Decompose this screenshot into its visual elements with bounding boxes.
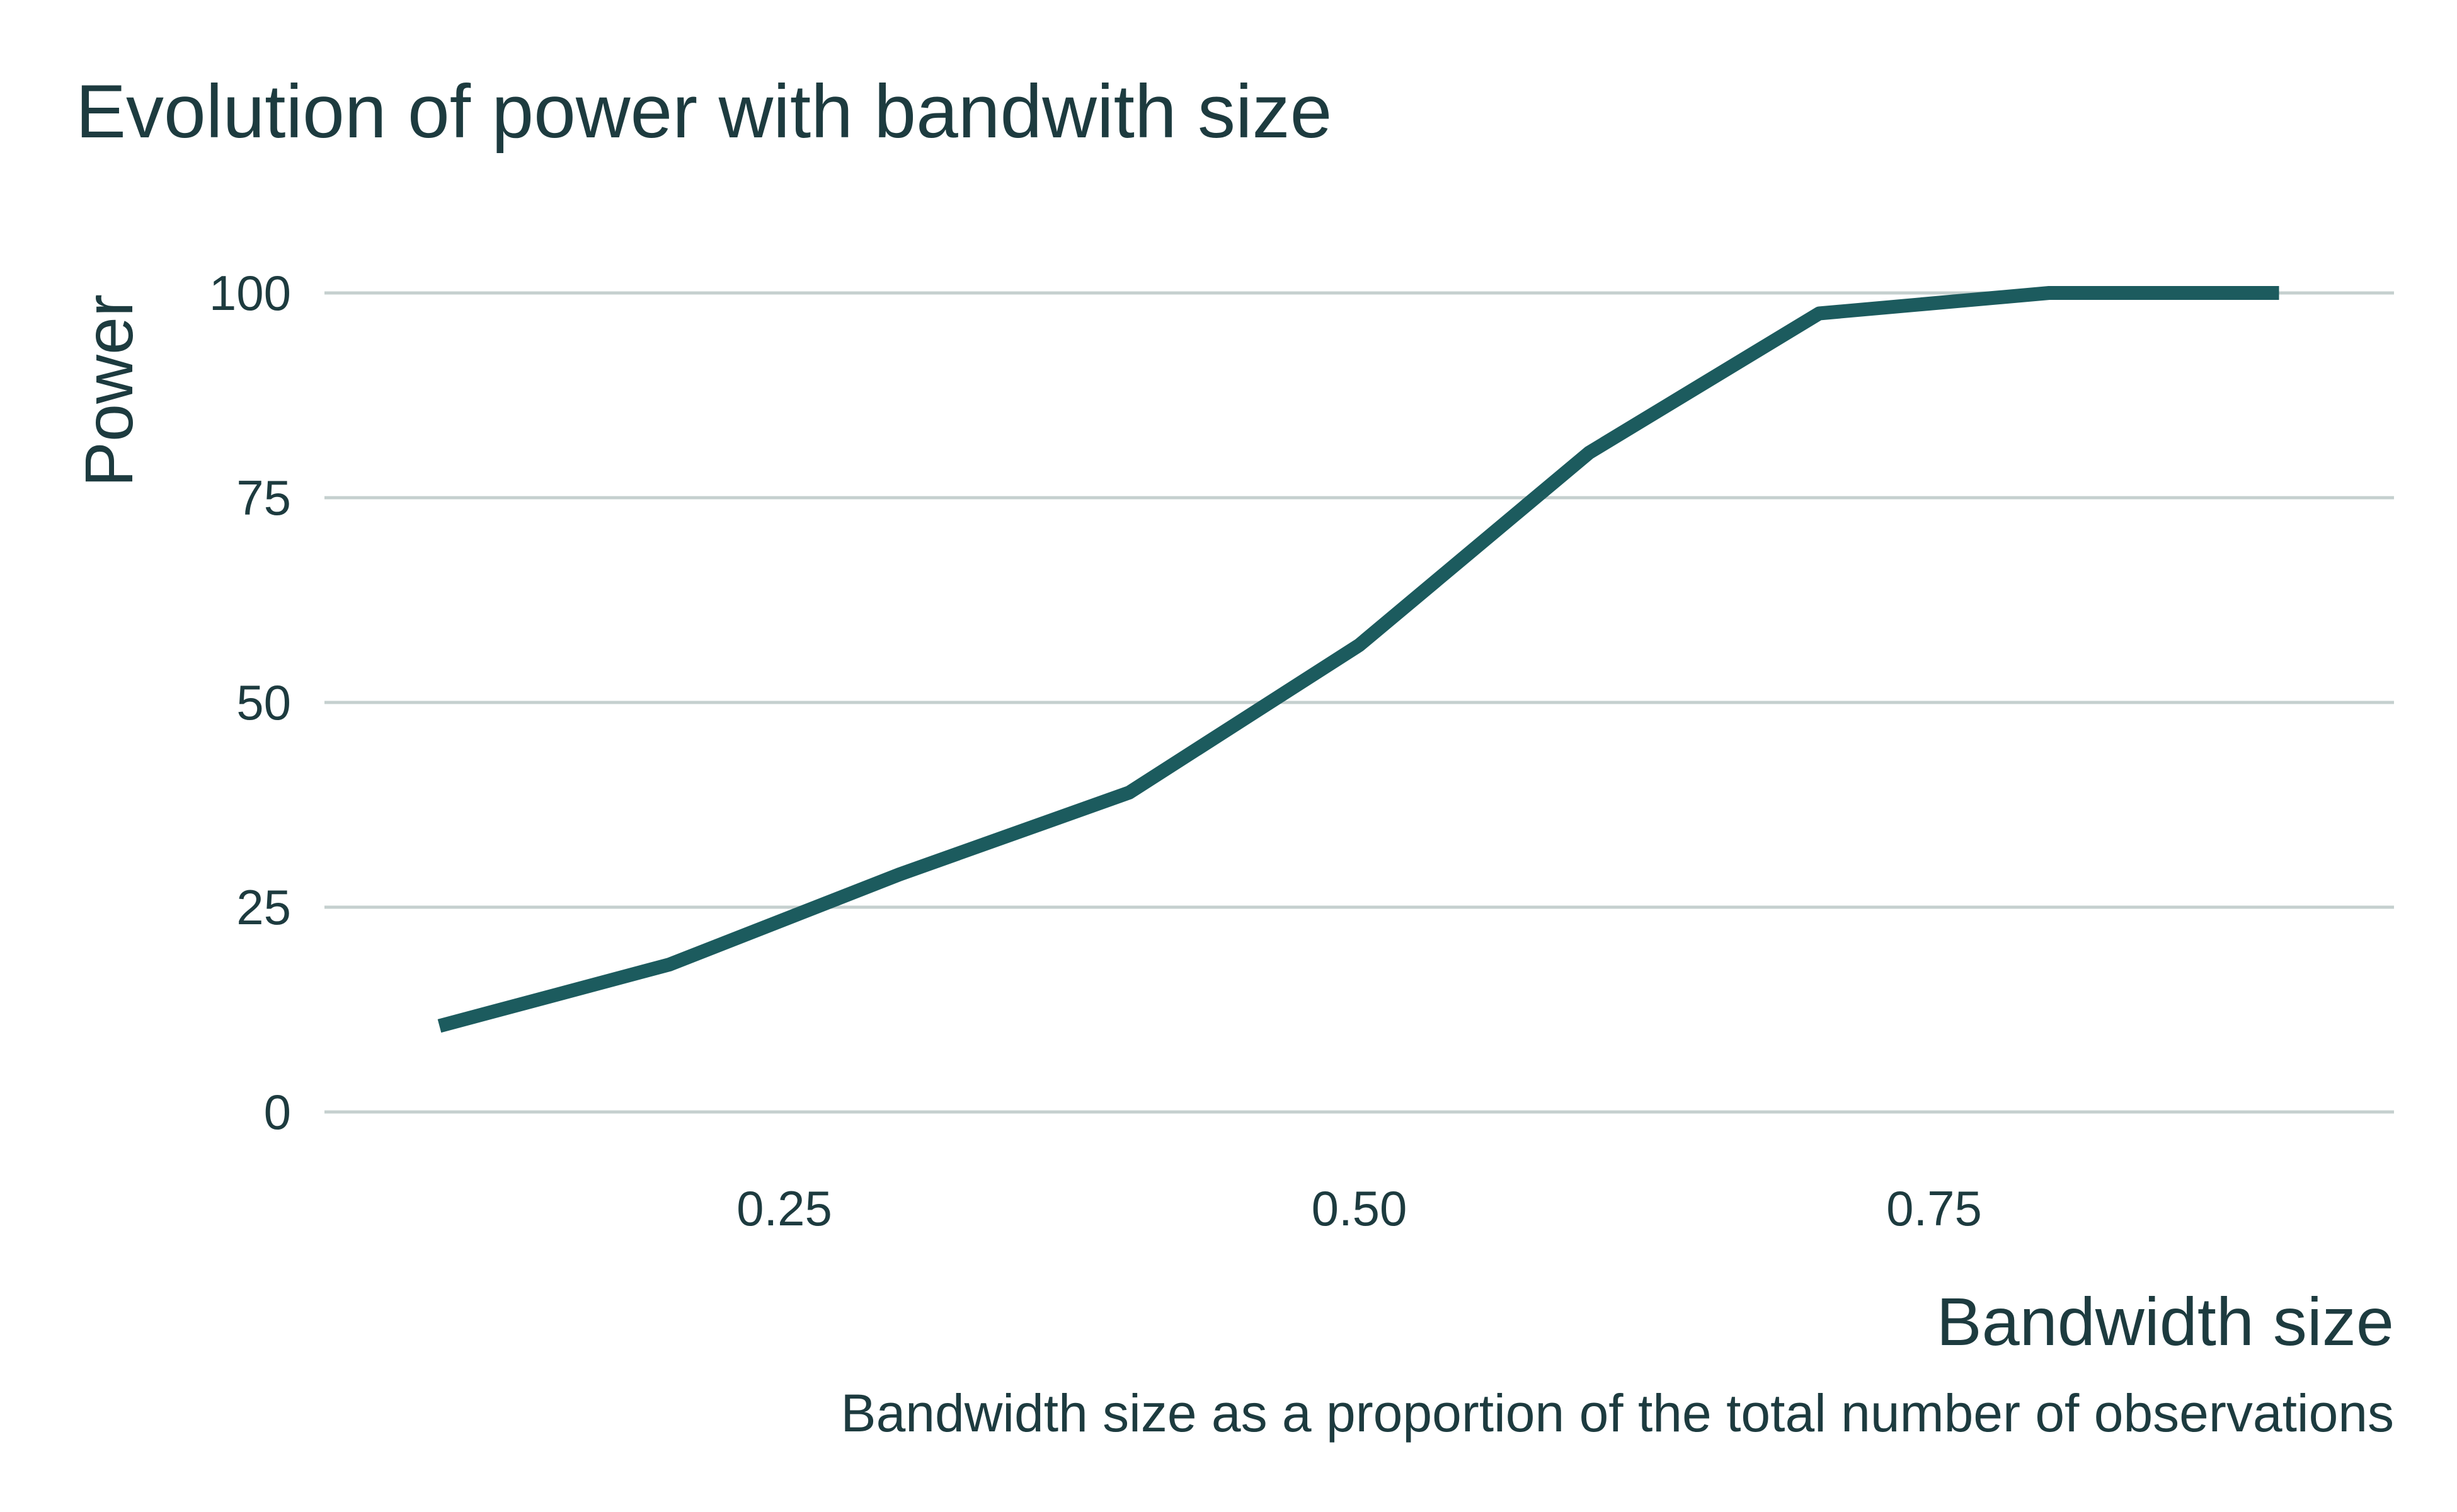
x-tick-label: 0.25 bbox=[736, 1181, 832, 1236]
x-tick-label: 0.50 bbox=[1312, 1181, 1407, 1236]
y-tick-label: 25 bbox=[236, 879, 291, 935]
series-line-0 bbox=[437, 286, 2279, 1033]
gridlines bbox=[324, 291, 2394, 1114]
y-tick-label: 50 bbox=[236, 675, 291, 730]
x-tick-label: 0.75 bbox=[1886, 1181, 1982, 1236]
chart-title: Evolution of power with bandwith size bbox=[76, 69, 1332, 154]
y-tick-label: 75 bbox=[236, 470, 291, 525]
series-group bbox=[437, 286, 2279, 1033]
x-axis-title: Bandwidth size bbox=[1937, 1283, 2394, 1360]
y-tick-label: 100 bbox=[209, 265, 291, 321]
x-axis-tick-labels: 0.25 0.50 0.75 bbox=[736, 1181, 1982, 1236]
y-axis-title: Power bbox=[71, 294, 147, 487]
y-axis-tick-labels: 0 25 50 75 100 bbox=[209, 265, 291, 1140]
chart-caption: Bandwidth size as a proportion of the to… bbox=[841, 1383, 2394, 1443]
y-tick-label: 0 bbox=[264, 1084, 291, 1140]
